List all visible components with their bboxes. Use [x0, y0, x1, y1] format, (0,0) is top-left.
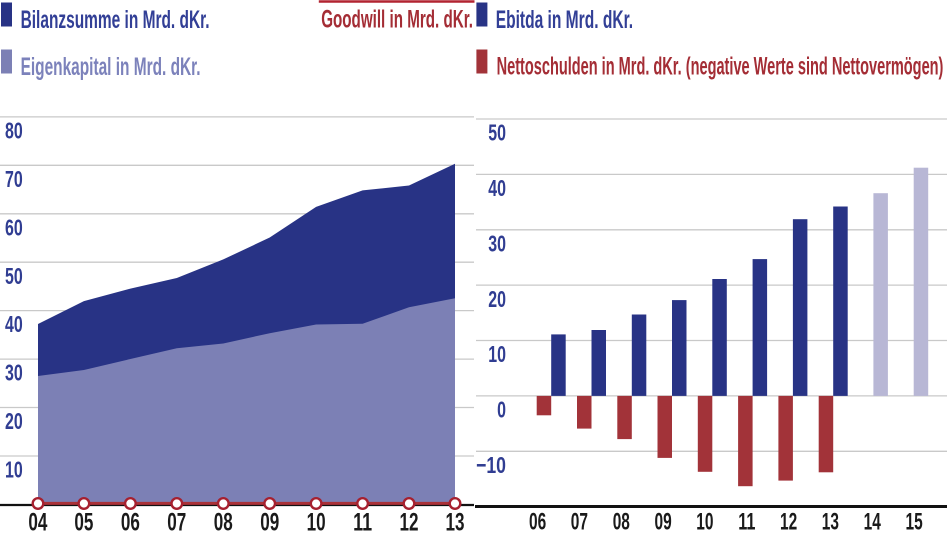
svg-text:20: 20: [488, 286, 506, 312]
svg-text:13: 13: [822, 509, 839, 536]
svg-text:06: 06: [121, 509, 140, 536]
svg-text:Nettoschulden in Mrd. dKr. (ne: Nettoschulden in Mrd. dKr. (negative Wer…: [497, 53, 944, 81]
svg-text:07: 07: [571, 509, 588, 536]
svg-text:09: 09: [655, 509, 672, 536]
svg-text:08: 08: [214, 509, 233, 536]
svg-text:Eigenkapital in Mrd. dKr.: Eigenkapital in Mrd. dKr.: [21, 53, 201, 81]
svg-text:10: 10: [696, 509, 713, 536]
svg-text:20: 20: [5, 408, 23, 434]
svg-text:50: 50: [5, 263, 23, 289]
svg-text:30: 30: [5, 360, 23, 386]
svg-text:40: 40: [488, 175, 506, 201]
svg-text:30: 30: [488, 231, 506, 257]
svg-text:0: 0: [497, 397, 506, 423]
svg-text:12: 12: [780, 509, 797, 536]
svg-text:10: 10: [5, 457, 23, 483]
svg-text:Goodwill in Mrd. dKr.: Goodwill in Mrd. dKr.: [321, 6, 473, 34]
svg-text:Ebitda in Mrd. dKr.: Ebitda in Mrd. dKr.: [496, 6, 633, 34]
svg-text:11: 11: [353, 509, 372, 536]
svg-text:04: 04: [28, 509, 47, 536]
svg-text:15: 15: [906, 509, 923, 536]
svg-text:50: 50: [488, 120, 506, 146]
svg-text:10: 10: [307, 509, 326, 536]
svg-text:05: 05: [74, 509, 93, 536]
svg-text:10: 10: [488, 341, 506, 367]
svg-text:08: 08: [613, 509, 630, 536]
svg-text:12: 12: [400, 509, 419, 536]
svg-text:70: 70: [5, 166, 23, 192]
svg-text:−10: −10: [476, 452, 506, 478]
svg-text:Bilanzsumme in Mrd. dKr.: Bilanzsumme in Mrd. dKr.: [21, 6, 210, 34]
svg-text:80: 80: [5, 118, 23, 144]
svg-text:60: 60: [5, 214, 23, 240]
svg-text:07: 07: [167, 509, 186, 536]
svg-text:14: 14: [864, 509, 882, 536]
svg-text:40: 40: [5, 311, 23, 337]
svg-text:06: 06: [529, 509, 546, 536]
svg-text:09: 09: [260, 509, 279, 536]
svg-text:11: 11: [738, 509, 755, 536]
svg-text:13: 13: [446, 509, 465, 536]
